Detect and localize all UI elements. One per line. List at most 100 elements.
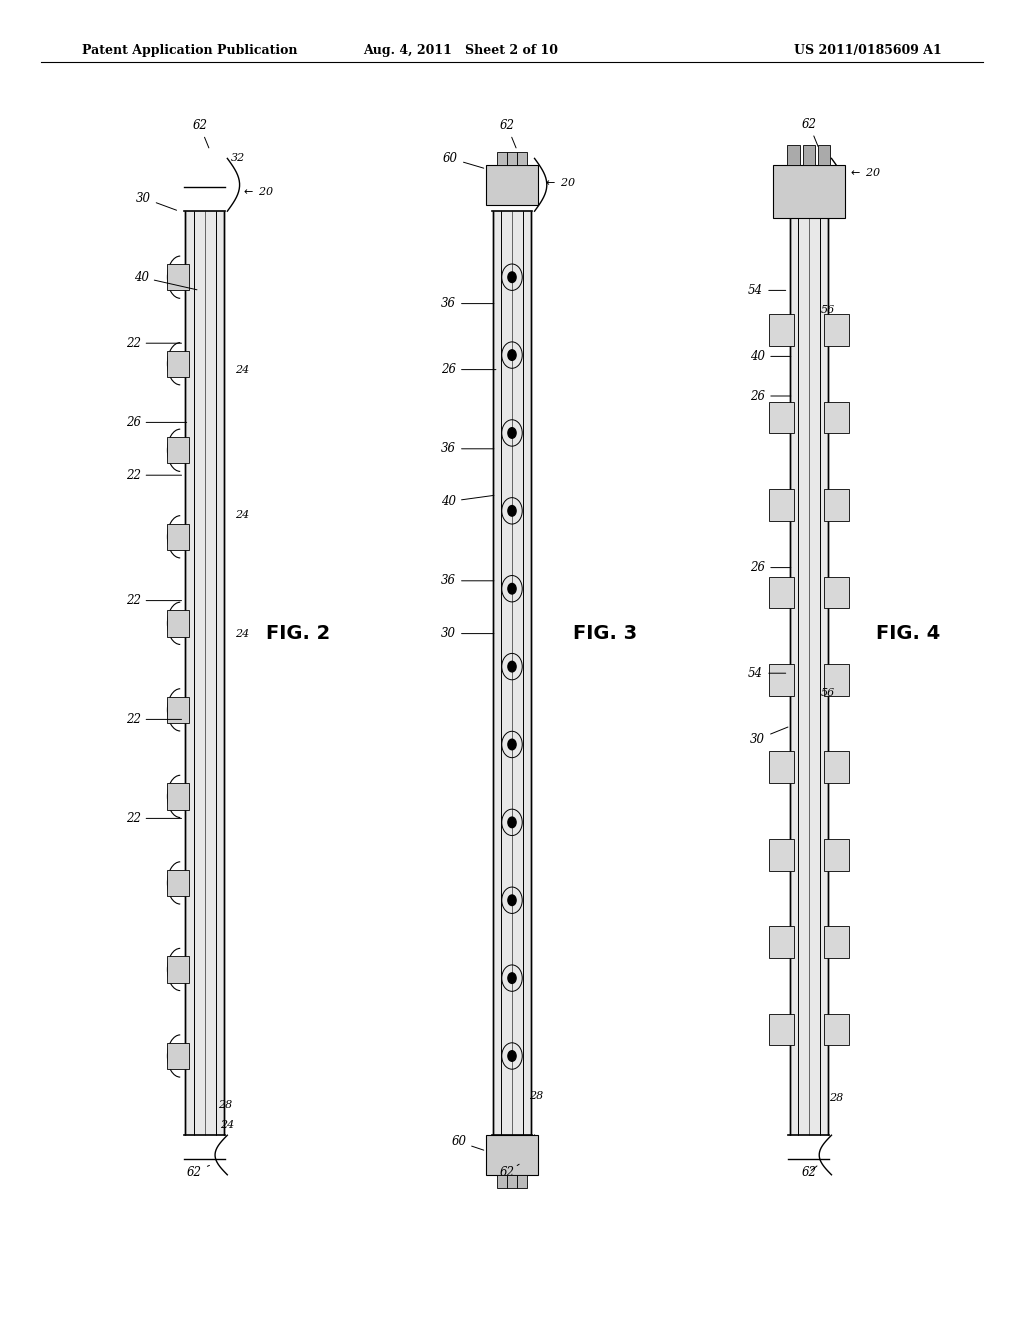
Text: 62: 62	[500, 1164, 519, 1179]
Text: 36: 36	[441, 442, 494, 455]
Bar	[769, 751, 794, 783]
Text: 28: 28	[218, 1100, 232, 1110]
Text: 54: 54	[749, 667, 785, 680]
Text: Aug. 4, 2011   Sheet 2 of 10: Aug. 4, 2011 Sheet 2 of 10	[364, 44, 558, 57]
Bar	[517, 152, 527, 165]
Bar	[769, 927, 794, 958]
Bar	[167, 870, 189, 896]
Bar	[824, 1014, 849, 1045]
Bar	[824, 577, 849, 609]
Bar	[167, 264, 189, 290]
Bar	[167, 783, 189, 809]
Text: 62: 62	[187, 1166, 210, 1179]
Text: 24: 24	[220, 1119, 234, 1130]
Text: 40: 40	[751, 350, 791, 363]
Text: 22: 22	[126, 469, 181, 482]
Text: 24: 24	[236, 510, 250, 520]
Text: 26: 26	[751, 389, 791, 403]
Bar	[507, 1175, 517, 1188]
Bar	[824, 927, 849, 958]
Text: 62: 62	[500, 119, 516, 148]
Text: 36: 36	[441, 297, 494, 310]
Bar	[493, 211, 531, 1135]
Bar	[167, 351, 189, 378]
Bar	[167, 437, 189, 463]
Bar	[803, 145, 815, 165]
Text: 22: 22	[126, 812, 181, 825]
Text: $\leftarrow$ 20: $\leftarrow$ 20	[241, 185, 273, 198]
Text: 60: 60	[443, 152, 483, 168]
Text: 22: 22	[126, 337, 181, 350]
Text: 26: 26	[441, 363, 496, 376]
Text: 62: 62	[193, 119, 209, 148]
Text: 24: 24	[236, 364, 250, 375]
Text: 62: 62	[802, 117, 818, 147]
Bar	[769, 577, 794, 609]
Bar	[769, 488, 794, 520]
Text: $\leftarrow$ 20: $\leftarrow$ 20	[543, 176, 575, 189]
Circle shape	[508, 350, 516, 360]
Text: FIG. 4: FIG. 4	[876, 624, 940, 643]
Circle shape	[508, 661, 516, 672]
Text: 22: 22	[126, 713, 181, 726]
Bar	[769, 1014, 794, 1045]
Bar	[507, 152, 517, 165]
Text: FIG. 2: FIG. 2	[266, 624, 331, 643]
Bar	[769, 401, 794, 433]
Text: 54: 54	[749, 284, 785, 297]
Circle shape	[508, 817, 516, 828]
Bar	[824, 664, 849, 696]
Circle shape	[508, 428, 516, 438]
Text: 26: 26	[126, 416, 186, 429]
Circle shape	[508, 583, 516, 594]
Bar	[486, 1135, 538, 1175]
Bar	[824, 751, 849, 783]
Bar	[517, 1175, 527, 1188]
Text: 30: 30	[136, 191, 176, 210]
Text: Patent Application Publication: Patent Application Publication	[82, 44, 297, 57]
Text: 56: 56	[821, 305, 836, 315]
Bar	[769, 314, 794, 346]
Text: FIG. 3: FIG. 3	[573, 624, 638, 643]
Bar	[167, 524, 189, 550]
Bar	[167, 1043, 189, 1069]
Bar	[769, 840, 794, 871]
Circle shape	[508, 272, 516, 282]
Circle shape	[508, 506, 516, 516]
Text: 60: 60	[452, 1135, 483, 1150]
Text: 40: 40	[134, 271, 197, 290]
Text: 30: 30	[441, 627, 494, 640]
Circle shape	[508, 739, 516, 750]
Bar	[824, 314, 849, 346]
Text: 22: 22	[126, 594, 181, 607]
Text: 36: 36	[441, 574, 494, 587]
Bar	[167, 956, 189, 982]
Bar	[787, 145, 800, 165]
Bar	[769, 664, 794, 696]
Bar	[185, 211, 224, 1135]
Text: 24: 24	[236, 628, 250, 639]
Bar	[497, 1175, 507, 1188]
Bar	[486, 165, 538, 205]
Bar	[167, 697, 189, 723]
Bar	[824, 488, 849, 520]
Text: 28: 28	[529, 1090, 544, 1101]
Bar	[167, 610, 189, 636]
Text: 28: 28	[829, 1093, 844, 1104]
Text: 62: 62	[802, 1166, 817, 1179]
Text: 30: 30	[751, 727, 787, 746]
Bar	[790, 211, 828, 1135]
Bar	[497, 152, 507, 165]
Text: 26: 26	[751, 561, 791, 574]
Text: 56: 56	[821, 688, 836, 698]
Bar	[773, 165, 845, 218]
Text: US 2011/0185609 A1: US 2011/0185609 A1	[795, 44, 942, 57]
Circle shape	[508, 1051, 516, 1061]
Bar	[824, 840, 849, 871]
Circle shape	[508, 895, 516, 906]
Circle shape	[508, 973, 516, 983]
Text: $\leftarrow$ 20: $\leftarrow$ 20	[848, 165, 881, 178]
Bar	[824, 401, 849, 433]
Bar	[818, 145, 830, 165]
Text: 40: 40	[441, 495, 494, 508]
